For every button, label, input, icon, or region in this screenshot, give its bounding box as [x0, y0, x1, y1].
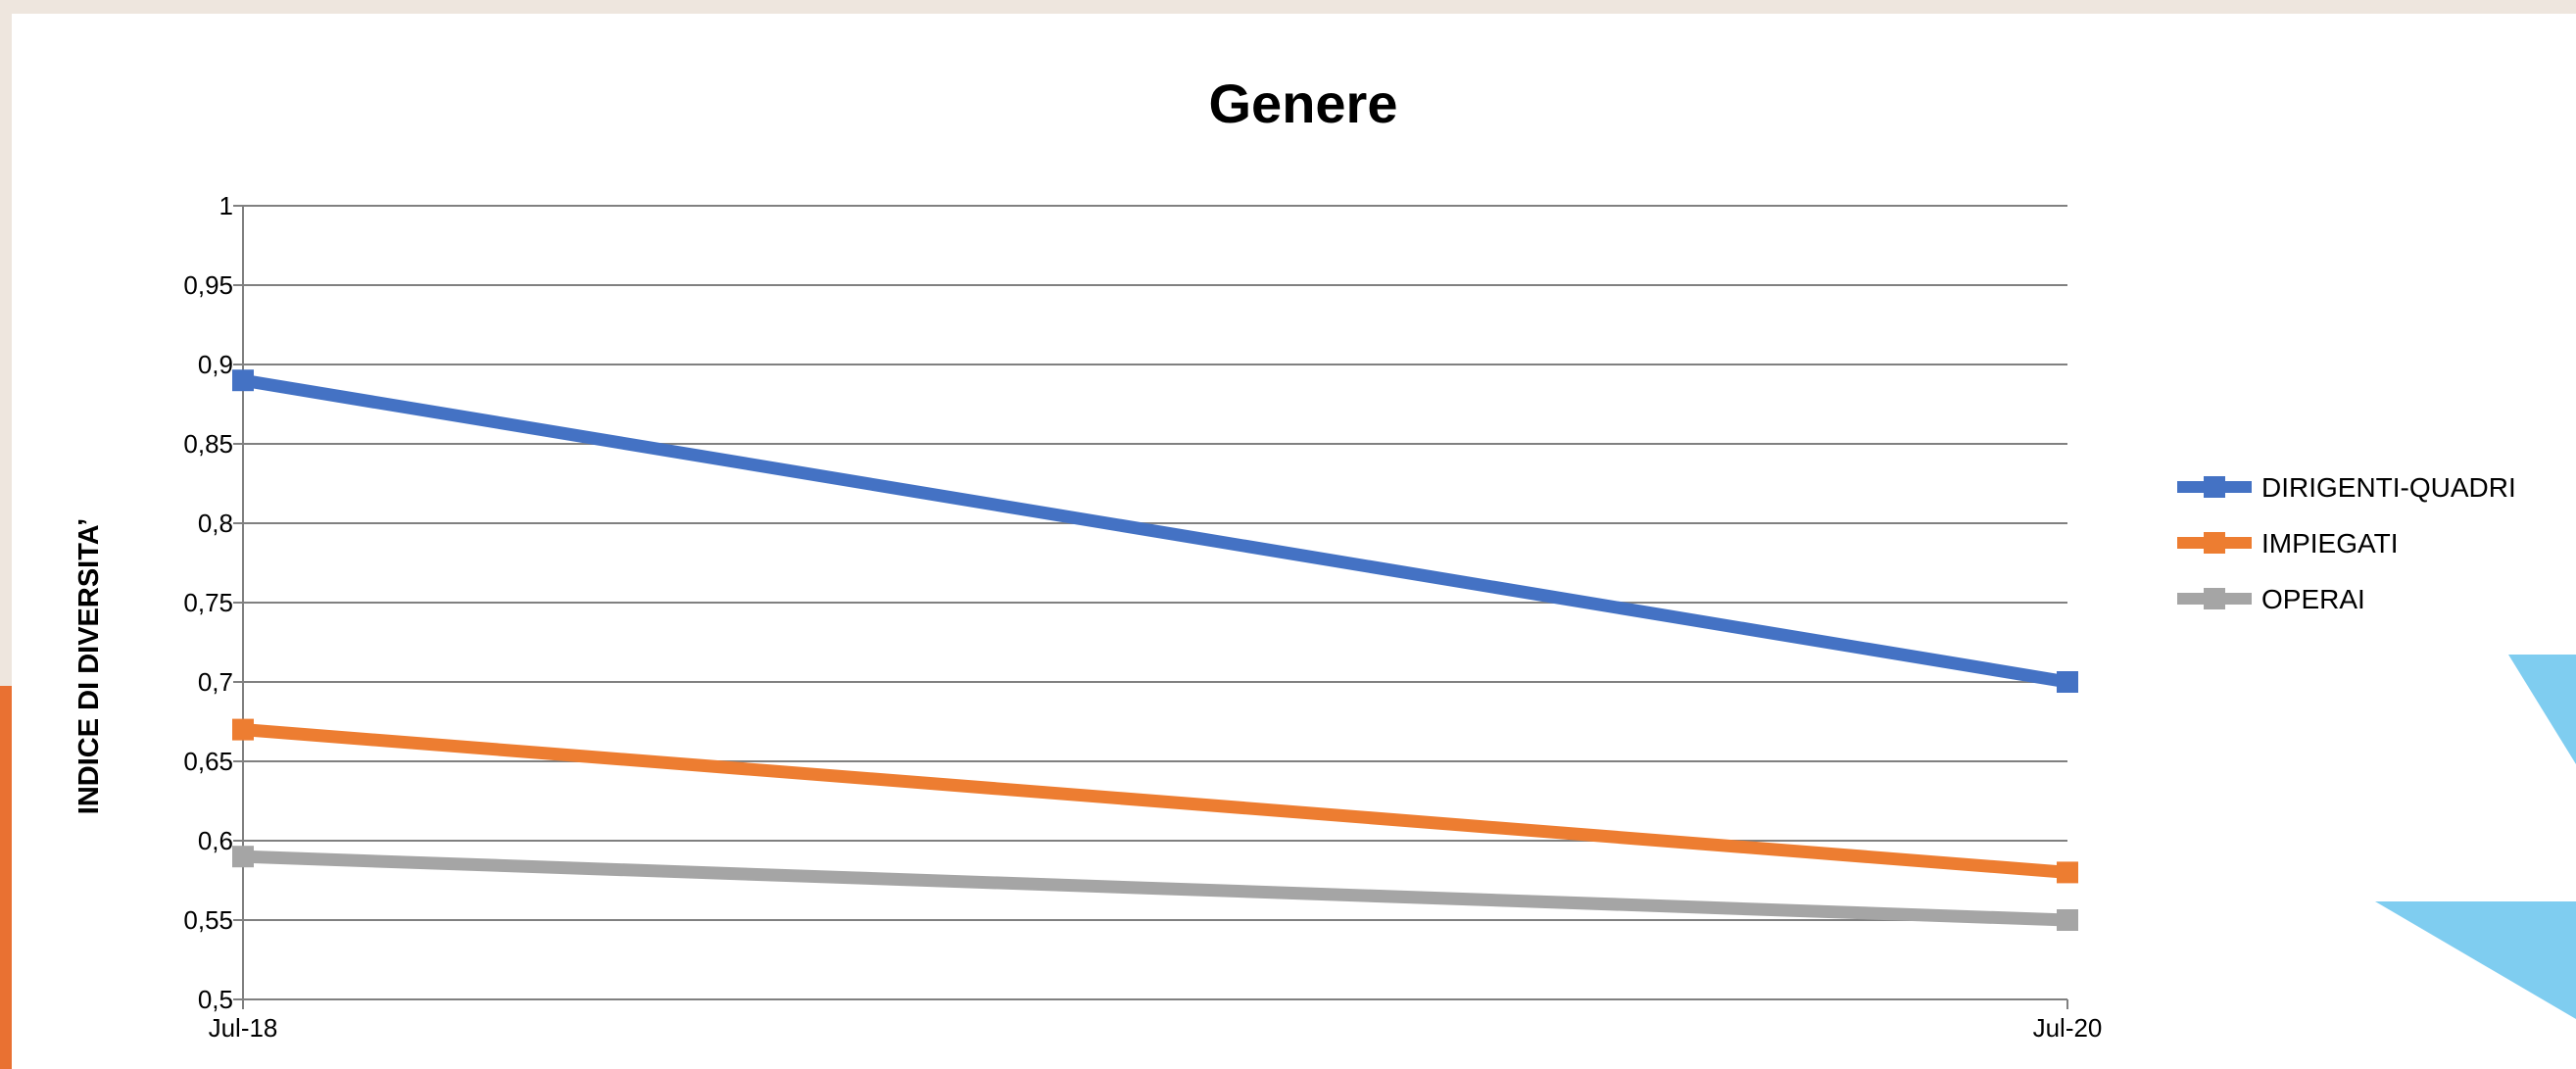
y-tick-label: 0,7 — [198, 667, 233, 697]
y-axis-title: INDICE DI DIVERSITA’ — [73, 518, 105, 814]
data-point — [232, 369, 254, 392]
chart-legend: DIRIGENTI-QUADRI IMPIEGATI OPERAI — [2177, 472, 2516, 614]
chart-title: Genere — [1209, 73, 1398, 134]
series-line — [241, 373, 2069, 689]
chart-series — [232, 369, 2078, 931]
y-tick-label: 1 — [219, 191, 233, 220]
series-line — [242, 850, 2068, 927]
y-tick-label: 0,9 — [198, 350, 233, 379]
x-tick-label: Jul-18 — [209, 1013, 278, 1043]
x-tick-label: Jul-20 — [2033, 1013, 2103, 1043]
y-tick-label: 0,65 — [183, 747, 233, 776]
legend-label: DIRIGENTI-QUADRI — [2261, 472, 2516, 503]
y-tick-label: 0,85 — [183, 429, 233, 459]
data-point — [2057, 861, 2078, 884]
data-point — [2057, 671, 2078, 693]
data-point — [2057, 909, 2078, 931]
y-tick-label: 0,8 — [198, 509, 233, 538]
x-axis-ticks: Jul-18 Jul-20 — [209, 999, 2103, 1043]
y-tick-label: 0,55 — [183, 905, 233, 935]
data-point — [232, 846, 254, 868]
data-point — [232, 718, 254, 741]
slide-frame-top — [0, 0, 2576, 14]
y-tick-label: 0,6 — [198, 826, 233, 855]
legend-label: OPERAI — [2261, 584, 2365, 614]
slide-accent-bar — [0, 686, 12, 1069]
legend-marker — [2204, 532, 2225, 554]
series-line — [242, 723, 2068, 879]
legend-marker — [2204, 476, 2225, 498]
legend-marker — [2204, 588, 2225, 609]
y-tick-label: 0,5 — [198, 985, 233, 1014]
decorative-triangle-upper — [2508, 655, 2576, 764]
y-axis-ticks: 1 0,95 0,9 0,85 0,8 0,75 0,7 0,65 0,6 0,55 0,5 — [183, 191, 243, 1014]
legend-label: IMPIEGATI — [2261, 528, 2399, 559]
y-tick-label: 0,75 — [183, 588, 233, 617]
y-tick-label: 0,95 — [183, 270, 233, 300]
chart-grid — [242, 205, 2067, 1000]
decorative-triangle-lower — [2375, 901, 2576, 1019]
